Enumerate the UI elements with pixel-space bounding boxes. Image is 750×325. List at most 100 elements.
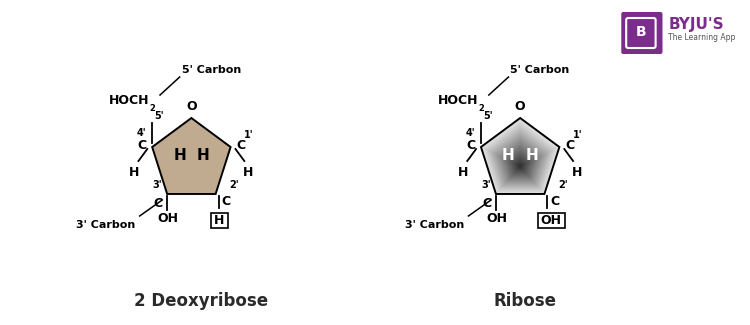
Polygon shape <box>506 148 536 177</box>
Text: H: H <box>526 148 538 162</box>
Text: OH: OH <box>541 214 562 227</box>
Polygon shape <box>518 163 523 168</box>
Polygon shape <box>516 162 524 169</box>
Text: H: H <box>173 148 186 162</box>
Polygon shape <box>498 139 542 182</box>
Polygon shape <box>486 124 554 190</box>
FancyBboxPatch shape <box>621 12 662 54</box>
Text: HOCH: HOCH <box>109 94 149 107</box>
Polygon shape <box>495 135 546 184</box>
Polygon shape <box>505 147 536 177</box>
Text: The Learning App: The Learning App <box>668 33 736 42</box>
Text: H: H <box>502 148 515 162</box>
Text: 2 Deoxyribose: 2 Deoxyribose <box>134 292 268 310</box>
Text: H: H <box>572 166 582 179</box>
Text: Ribose: Ribose <box>494 292 556 310</box>
Polygon shape <box>487 125 554 190</box>
Polygon shape <box>483 121 557 193</box>
Polygon shape <box>484 121 556 192</box>
Polygon shape <box>496 137 544 183</box>
Polygon shape <box>507 150 533 176</box>
Polygon shape <box>503 145 538 179</box>
Polygon shape <box>504 146 536 178</box>
Polygon shape <box>500 142 540 180</box>
Text: BYJU'S: BYJU'S <box>668 17 724 32</box>
Polygon shape <box>489 128 551 188</box>
Polygon shape <box>494 134 546 185</box>
FancyBboxPatch shape <box>211 214 228 228</box>
Polygon shape <box>514 158 526 171</box>
Polygon shape <box>488 126 553 189</box>
Text: 3' Carbon: 3' Carbon <box>405 220 464 230</box>
Polygon shape <box>506 150 534 176</box>
Text: C: C <box>137 138 146 151</box>
Polygon shape <box>494 133 547 185</box>
Text: HOCH: HOCH <box>437 94 478 107</box>
Polygon shape <box>495 136 545 184</box>
FancyBboxPatch shape <box>621 7 729 57</box>
Text: H: H <box>196 148 209 162</box>
Text: 2: 2 <box>149 104 155 113</box>
Text: 4': 4' <box>466 128 475 138</box>
Text: 4': 4' <box>136 128 146 138</box>
Polygon shape <box>488 127 552 189</box>
Polygon shape <box>506 149 535 176</box>
Polygon shape <box>517 162 524 169</box>
Polygon shape <box>519 165 521 167</box>
Polygon shape <box>493 133 548 186</box>
Text: B: B <box>635 25 646 39</box>
Polygon shape <box>496 136 544 183</box>
Polygon shape <box>502 144 538 179</box>
Polygon shape <box>499 140 542 182</box>
Polygon shape <box>497 138 543 182</box>
Text: 5' Carbon: 5' Carbon <box>182 65 241 75</box>
Polygon shape <box>513 157 527 171</box>
Polygon shape <box>482 119 559 193</box>
Text: 3' Carbon: 3' Carbon <box>76 220 136 230</box>
FancyBboxPatch shape <box>538 214 565 228</box>
Text: OH: OH <box>158 212 178 225</box>
Text: C: C <box>153 197 162 210</box>
Polygon shape <box>481 118 560 194</box>
Text: C: C <box>550 195 560 208</box>
Polygon shape <box>152 118 230 194</box>
Text: 5' Carbon: 5' Carbon <box>511 65 570 75</box>
Polygon shape <box>512 157 528 172</box>
Polygon shape <box>500 141 541 181</box>
Text: C: C <box>236 138 245 151</box>
Text: H: H <box>214 214 225 227</box>
Text: 3': 3' <box>482 180 491 190</box>
Text: O: O <box>186 100 196 113</box>
Text: C: C <box>466 138 475 151</box>
Text: C: C <box>566 138 574 151</box>
Polygon shape <box>482 120 558 193</box>
Polygon shape <box>485 124 555 191</box>
Polygon shape <box>485 123 556 191</box>
Polygon shape <box>509 152 532 175</box>
Text: C: C <box>482 197 491 210</box>
Polygon shape <box>510 153 531 174</box>
Polygon shape <box>514 159 526 170</box>
Text: OH: OH <box>487 212 508 225</box>
Text: 3': 3' <box>152 180 162 190</box>
Polygon shape <box>511 155 530 173</box>
Text: O: O <box>514 100 526 113</box>
Text: H: H <box>243 166 254 179</box>
Polygon shape <box>484 122 556 192</box>
Polygon shape <box>501 143 539 180</box>
Polygon shape <box>511 154 530 173</box>
Polygon shape <box>500 140 541 181</box>
Polygon shape <box>512 156 529 172</box>
Polygon shape <box>515 160 526 170</box>
Text: H: H <box>129 166 140 179</box>
Polygon shape <box>503 145 537 178</box>
Text: 2': 2' <box>230 180 239 190</box>
Text: 1': 1' <box>573 130 583 140</box>
Text: 5': 5' <box>483 111 493 121</box>
Polygon shape <box>490 130 550 187</box>
Text: 1': 1' <box>244 130 254 140</box>
Text: 2': 2' <box>558 180 568 190</box>
Polygon shape <box>515 161 525 170</box>
Text: H: H <box>458 166 469 179</box>
Polygon shape <box>490 129 550 188</box>
